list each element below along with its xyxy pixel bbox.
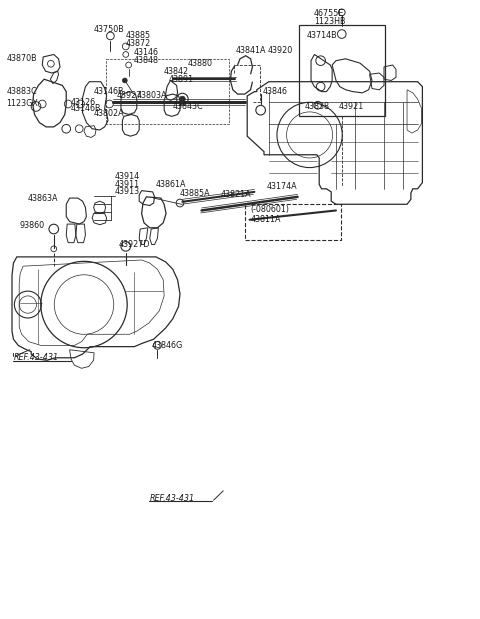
Text: 43911: 43911	[114, 180, 139, 189]
Text: 43841A: 43841A	[235, 46, 266, 55]
Text: 43146B: 43146B	[71, 105, 102, 113]
Text: 43146B: 43146B	[94, 87, 124, 96]
Text: 43927: 43927	[116, 92, 142, 100]
Text: 43861A: 43861A	[156, 180, 187, 189]
Bar	[245, 204, 341, 240]
Text: 43750B: 43750B	[94, 25, 124, 34]
Text: 43842: 43842	[163, 67, 188, 76]
Text: 43927D: 43927D	[119, 240, 151, 249]
Text: 43913: 43913	[114, 188, 139, 196]
Circle shape	[180, 96, 185, 102]
Text: 43891: 43891	[169, 75, 194, 84]
Text: 43846G: 43846G	[151, 341, 182, 350]
Circle shape	[122, 78, 127, 83]
Text: 43843C: 43843C	[173, 102, 204, 111]
Text: 43846: 43846	[263, 87, 288, 96]
Text: 43885A: 43885A	[180, 189, 211, 197]
Text: 43821A: 43821A	[221, 191, 252, 199]
Text: 43714B: 43714B	[306, 32, 337, 40]
Text: 43920: 43920	[268, 46, 293, 55]
Text: 43174A: 43174A	[266, 183, 297, 191]
Text: 43803A: 43803A	[137, 92, 168, 100]
Text: 43802A: 43802A	[94, 109, 124, 118]
Text: 43914: 43914	[114, 172, 139, 181]
Text: 43863A: 43863A	[28, 194, 59, 202]
Text: 43838: 43838	[305, 102, 330, 111]
Text: 43146: 43146	[133, 48, 158, 57]
Bar	[299, 25, 385, 116]
Text: 43921: 43921	[338, 102, 364, 111]
Text: 43126: 43126	[71, 98, 96, 106]
Text: 43811A: 43811A	[251, 215, 281, 224]
Text: REF.43-431: REF.43-431	[13, 353, 59, 362]
Text: REF.43-431: REF.43-431	[150, 494, 195, 503]
Text: 93860: 93860	[19, 222, 44, 230]
Text: 43870B: 43870B	[6, 54, 37, 63]
Text: 43848: 43848	[133, 56, 158, 65]
Text: 43880: 43880	[187, 59, 212, 67]
Text: 43872: 43872	[126, 39, 151, 48]
Text: 43885: 43885	[126, 32, 151, 40]
Text: 1123GX: 1123GX	[6, 100, 38, 108]
Text: (-080601): (-080601)	[251, 205, 289, 214]
Text: 46755E: 46755E	[314, 9, 344, 18]
Text: 43883C: 43883C	[6, 87, 37, 96]
Text: 1123HB: 1123HB	[314, 17, 346, 25]
